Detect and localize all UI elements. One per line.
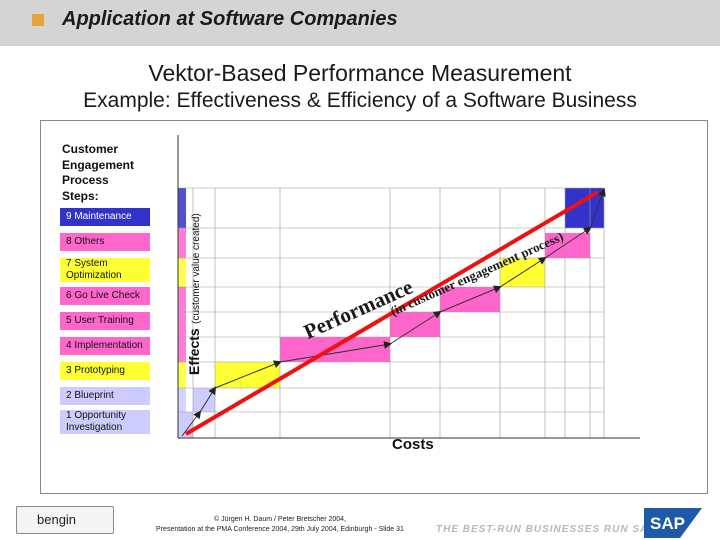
process-step-1: 9 Maintenance — [60, 208, 150, 226]
bengin-logo: bengin — [16, 506, 114, 534]
header-square-icon — [32, 14, 44, 26]
chart-block-8 — [545, 233, 590, 258]
chart-strip-1 — [178, 188, 186, 228]
process-step-4: 6 Go Live Check — [60, 287, 150, 305]
y-axis-label: Effects (customer value created) — [186, 213, 204, 375]
process-step-7: 3 Prototyping — [60, 362, 150, 380]
chart-cells — [178, 188, 604, 438]
path-segment-6 — [439, 285, 502, 313]
slide-title-line1: Vektor-Based Performance Measurement — [148, 60, 572, 86]
chart-strip-8 — [178, 388, 186, 412]
footer-copyright: © Jürgen H. Daum / Peter Bretscher 2004, — [214, 516, 346, 523]
process-step-9: 1 Opportunity Investigation — [60, 410, 150, 434]
process-step-5: 5 User Training — [60, 312, 150, 330]
process-step-8: 2 Blueprint — [60, 387, 150, 405]
slide-title-line2: Example: Effectiveness & Efficiency of a… — [83, 89, 637, 112]
chart-strip-2 — [178, 228, 186, 258]
chart-strip-7 — [178, 362, 186, 388]
header-title: Application at Software Companies — [62, 8, 398, 30]
chart-strip-4 — [178, 287, 186, 312]
bengin-logo-text: bengin — [37, 512, 77, 527]
path-segment-9 — [589, 188, 606, 229]
sap-logo: SAP — [644, 508, 702, 538]
y-axis-label-main: Effects — [186, 328, 202, 375]
process-steps-title: Customer Engagement Process Steps: — [62, 142, 135, 203]
process-step-6: 4 Implementation — [60, 337, 150, 355]
chart-strip-3 — [178, 258, 186, 287]
footer-credits: © Jürgen H. Daum / Peter Bretscher 2004,… — [120, 515, 440, 535]
chart-block-4 — [280, 337, 390, 362]
chart-block-5 — [390, 312, 440, 337]
path-segment-7 — [499, 256, 547, 288]
chart-strip-6 — [178, 337, 186, 362]
x-axis-label: Costs — [392, 436, 434, 453]
process-step-2: 8 Others — [60, 233, 150, 251]
chart-block-2 — [193, 388, 215, 412]
chart-path — [181, 188, 606, 437]
header-bar — [0, 0, 720, 46]
path-segment-2 — [199, 386, 217, 413]
footer-event: Presentation at the PMA Conference 2004,… — [156, 526, 404, 533]
path-segment-3 — [214, 360, 282, 389]
path-segment-4 — [279, 341, 392, 363]
path-segment-8 — [544, 226, 592, 259]
path-segment-5 — [389, 310, 442, 345]
y-axis-label-sub: (customer value created) — [191, 213, 202, 324]
chart-strip-5 — [178, 312, 186, 337]
sap-logo-text: SAP — [650, 514, 685, 533]
trend-line — [184, 190, 600, 436]
footer-tagline: THE BEST-RUN BUSINESSES RUN SAP — [436, 524, 656, 535]
path-segment-1 — [181, 410, 202, 437]
chart-panel — [40, 120, 708, 494]
process-step-3: 7 System Optimization — [60, 258, 150, 282]
